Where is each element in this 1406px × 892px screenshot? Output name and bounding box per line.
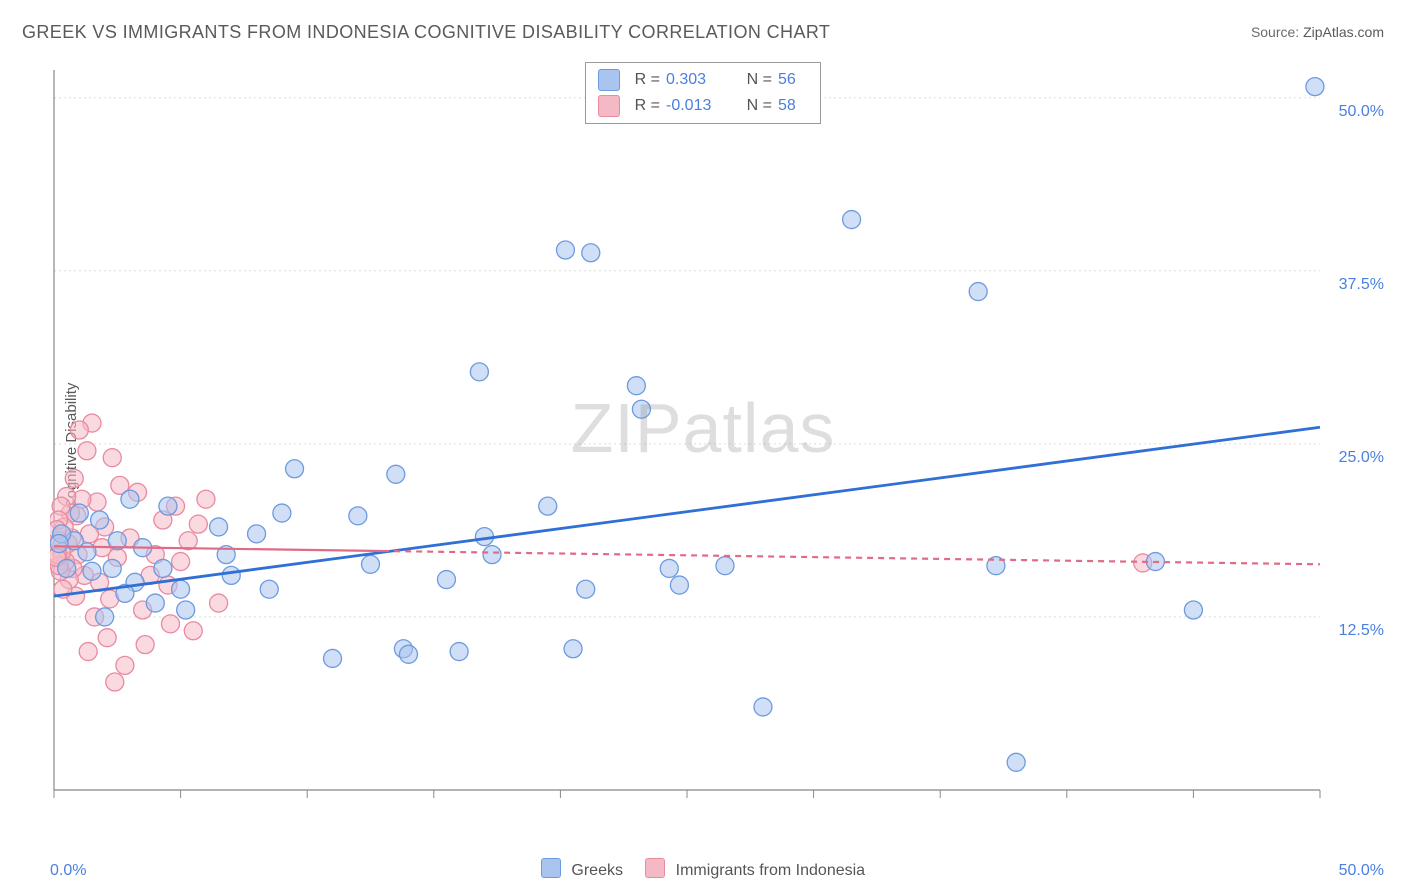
stats-row-greeks: R = 0.303 N = 56 bbox=[594, 67, 812, 93]
n-value-indonesia: 58 bbox=[778, 97, 808, 115]
legend-swatch-greeks bbox=[541, 858, 561, 878]
legend-label-greeks: Greeks bbox=[571, 862, 623, 879]
swatch-greeks bbox=[598, 69, 620, 91]
y-tick-label: 25.0% bbox=[1339, 449, 1384, 467]
y-tick-label: 12.5% bbox=[1339, 622, 1384, 640]
legend-swatch-indonesia bbox=[645, 858, 665, 878]
source-attribution: Source: ZipAtlas.com bbox=[1251, 24, 1384, 40]
legend-label-indonesia: Immigrants from Indonesia bbox=[676, 862, 865, 879]
stats-legend: R = 0.303 N = 56 R = -0.013 N = 58 bbox=[585, 62, 821, 124]
r-value-greeks: 0.303 bbox=[666, 71, 726, 89]
stats-row-indonesia: R = -0.013 N = 58 bbox=[594, 93, 812, 119]
n-value-greeks: 56 bbox=[778, 71, 808, 89]
n-label: N = bbox=[732, 97, 772, 115]
r-label: R = bbox=[626, 71, 660, 89]
r-label: R = bbox=[626, 97, 660, 115]
chart-title: GREEK VS IMMIGRANTS FROM INDONESIA COGNI… bbox=[22, 22, 830, 43]
series-legend: Greeks Immigrants from Indonesia bbox=[0, 858, 1406, 880]
source-label: Source: bbox=[1251, 24, 1299, 40]
swatch-indonesia bbox=[598, 95, 620, 117]
y-tick-label: 37.5% bbox=[1339, 276, 1384, 294]
chart-svg bbox=[50, 60, 1380, 820]
r-value-indonesia: -0.013 bbox=[666, 97, 726, 115]
source-value: ZipAtlas.com bbox=[1303, 24, 1384, 40]
y-tick-label: 50.0% bbox=[1339, 103, 1384, 121]
n-label: N = bbox=[732, 71, 772, 89]
scatter-chart bbox=[50, 60, 1380, 820]
